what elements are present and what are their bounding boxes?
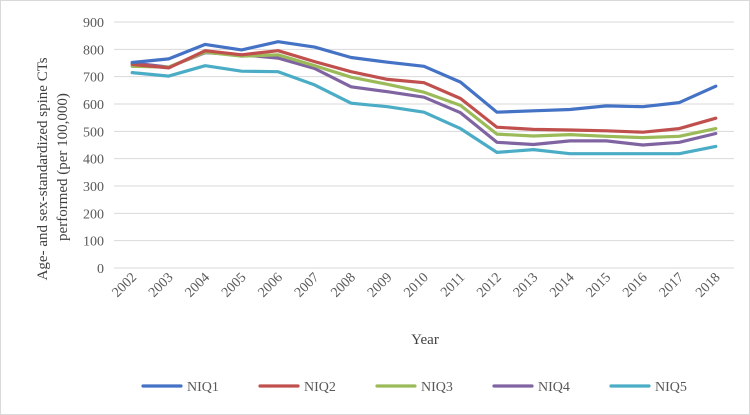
y-tick-label: 800	[83, 43, 104, 58]
x-tick-label: 2015	[584, 270, 614, 300]
y-tick-label: 200	[83, 207, 104, 222]
x-axis-tick-labels: 2002 2003 2004 2005 2006 2007 2008 2009 2010 2011…	[110, 270, 724, 300]
x-tick-label: 2016	[620, 270, 650, 300]
y-axis-title-line-2: performed (per 100,000)	[55, 93, 71, 241]
x-tick-label: 2007	[292, 270, 322, 300]
gridlines	[114, 21, 734, 269]
x-tick-label: 2004	[183, 270, 213, 300]
x-tick-label: 2010	[401, 270, 431, 300]
x-tick-label: 2005	[219, 270, 249, 300]
y-tick-label: 700	[83, 71, 104, 86]
y-axis-title: Age- and sex-standardized spine CTs perf…	[35, 54, 71, 281]
y-tick-label: 400	[83, 153, 104, 168]
x-tick-label: 2013	[511, 270, 541, 300]
x-tick-label: 2006	[256, 270, 286, 300]
series-line-niq1	[130, 40, 718, 114]
legend: NIQ1 NIQ2 NIQ3 NIQ4 NIQ5	[141, 380, 687, 395]
y-axis-tick-labels: 0 100 200 300 400 500 600 700 800 900	[83, 16, 104, 277]
x-tick-label: 2011	[438, 270, 468, 300]
legend-label-niq3: NIQ3	[421, 380, 453, 395]
y-tick-label: 600	[83, 98, 104, 113]
y-tick-label: 300	[83, 180, 104, 195]
x-tick-label: 2009	[365, 270, 395, 300]
y-tick-label: 500	[83, 125, 104, 140]
series-lines	[130, 40, 718, 156]
legend-label-niq4: NIQ4	[538, 380, 570, 395]
series-line-niq2	[130, 49, 718, 134]
x-tick-label: 2014	[547, 270, 577, 300]
legend-label-niq1: NIQ1	[187, 380, 219, 395]
x-axis-title: Year	[411, 332, 439, 348]
x-tick-label: 2002	[110, 270, 140, 300]
x-tick-label: 2018	[693, 270, 723, 300]
legend-label-niq2: NIQ2	[304, 380, 336, 395]
y-tick-label: 900	[83, 16, 104, 31]
y-tick-label: 100	[83, 235, 104, 250]
x-tick-label: 2003	[146, 270, 176, 300]
x-tick-label: 2012	[474, 270, 504, 300]
y-tick-label: 0	[97, 262, 104, 277]
x-tick-label: 2008	[328, 270, 358, 300]
y-axis-title-line-1: Age- and sex-standardized spine CTs	[35, 57, 51, 280]
x-tick-label: 2017	[657, 270, 687, 300]
series-line-niq5	[130, 64, 718, 156]
legend-label-niq5: NIQ5	[655, 380, 687, 395]
